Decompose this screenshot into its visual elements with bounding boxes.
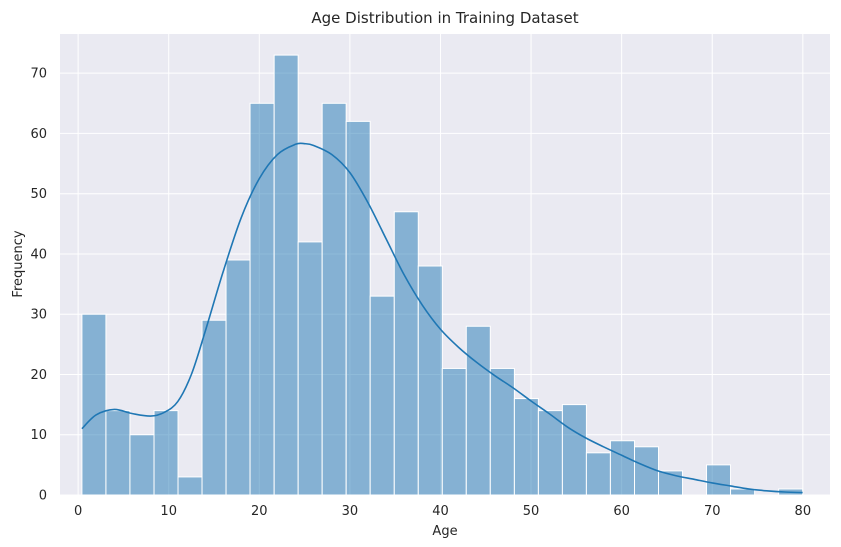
y-axis-label: Frequency (11, 230, 26, 297)
histogram-bar (465, 325, 491, 496)
histogram-bar (730, 488, 756, 496)
histogram-bar (369, 295, 395, 496)
histogram-bar (489, 367, 515, 496)
histogram-bar (225, 259, 251, 496)
histogram-bar (634, 446, 660, 496)
histogram-bar (249, 102, 275, 496)
histogram-bar (345, 120, 371, 496)
histogram-bar (393, 211, 419, 496)
y-tick-label: 0 (39, 489, 47, 504)
histogram-bar (153, 410, 179, 496)
x-tick-labels: 0 10 20 30 40 50 60 70 80 (74, 504, 811, 519)
x-tick-label: 80 (795, 504, 812, 519)
kde-line (81, 142, 803, 494)
y-tick-label: 70 (30, 67, 47, 82)
histogram-bar (297, 241, 323, 496)
x-tick-label: 20 (251, 504, 268, 519)
histogram-bar (129, 434, 155, 496)
x-tick-label: 0 (74, 504, 82, 519)
chart-title: Age Distribution in Training Dataset (311, 9, 578, 27)
x-axis-label: Age (432, 524, 457, 539)
y-tick-label: 30 (30, 308, 47, 323)
y-tick-label: 60 (30, 127, 47, 142)
y-tick-label: 40 (30, 247, 47, 262)
histogram-bars (81, 54, 804, 496)
histogram-bar (321, 102, 347, 496)
histogram-bar (609, 440, 636, 496)
y-tick-label: 10 (30, 428, 47, 443)
histogram-bar (513, 398, 539, 496)
histogram-bar (105, 410, 131, 496)
y-tick-labels: 0 10 20 30 40 50 60 70 (30, 67, 47, 504)
histogram-bar (441, 367, 467, 496)
histogram-bar (273, 54, 299, 496)
x-tick-label: 60 (613, 504, 630, 519)
histogram-bar (177, 476, 203, 496)
kde-curve (81, 142, 803, 494)
y-tick-label: 20 (30, 368, 47, 383)
y-tick-label: 50 (30, 187, 47, 202)
histogram-bar (417, 265, 443, 496)
histogram-bar (561, 404, 587, 496)
x-tick-label: 50 (523, 504, 540, 519)
x-tick-label: 30 (342, 504, 359, 519)
histogram-bar (81, 313, 107, 496)
x-tick-label: 40 (432, 504, 449, 519)
histogram-bar (585, 452, 611, 496)
x-tick-label: 70 (704, 504, 721, 519)
histogram-bar (201, 319, 227, 496)
x-tick-label: 10 (160, 504, 177, 519)
histogram-bar (706, 464, 732, 496)
histogram-bar (537, 410, 563, 496)
